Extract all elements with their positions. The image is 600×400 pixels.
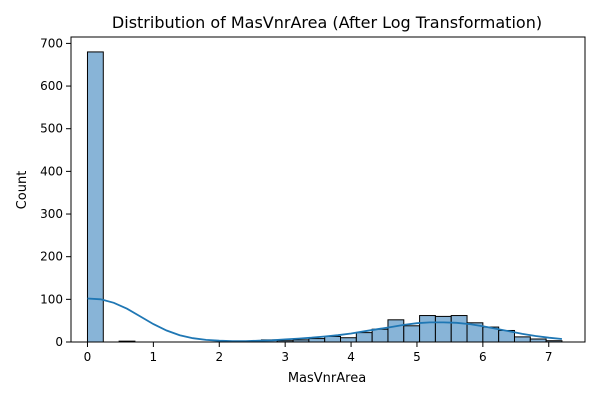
histogram-bar [387, 319, 405, 343]
y-tick-label: 700 [40, 36, 63, 50]
x-axis-ticks: 0 1 2 3 4 5 6 7 [84, 342, 553, 364]
x-tick-label: 4 [347, 350, 355, 364]
histogram-bar [308, 338, 326, 343]
y-tick-label: 100 [40, 292, 63, 306]
histogram-bar [371, 328, 389, 343]
x-tick-label: 1 [150, 350, 158, 364]
y-tick-label: 0 [55, 335, 63, 349]
histogram-bar [419, 315, 436, 343]
x-tick-label: 0 [84, 350, 92, 364]
x-tick-label: 7 [545, 350, 553, 364]
x-tick-label: 5 [413, 350, 421, 364]
y-tick-label: 600 [40, 79, 63, 93]
y-tick-label: 500 [40, 122, 63, 136]
y-axis-ticks: 0 100 200 300 400 500 600 700 [40, 36, 71, 349]
y-axis-label: Count [15, 171, 30, 210]
histogram-bar [355, 332, 373, 343]
histogram-bar [324, 335, 342, 343]
kde-curve-line [87, 297, 562, 342]
x-axis-label: MasVnrArea [288, 371, 366, 386]
plot-area-frame [70, 36, 586, 343]
histogram-bar [403, 325, 421, 343]
histogram-bar [340, 337, 357, 343]
y-tick-label: 200 [40, 250, 63, 264]
x-tick-label: 2 [215, 350, 223, 364]
histogram-bar [450, 315, 468, 343]
chart-title: Distribution of MasVnrArea (After Log Tr… [112, 13, 542, 32]
x-tick-label: 6 [479, 350, 487, 364]
x-tick-label: 3 [281, 350, 289, 364]
y-tick-label: 400 [40, 164, 63, 178]
histogram-bar [434, 315, 452, 343]
y-tick-label: 300 [40, 207, 63, 221]
histogram-bar [513, 336, 531, 343]
